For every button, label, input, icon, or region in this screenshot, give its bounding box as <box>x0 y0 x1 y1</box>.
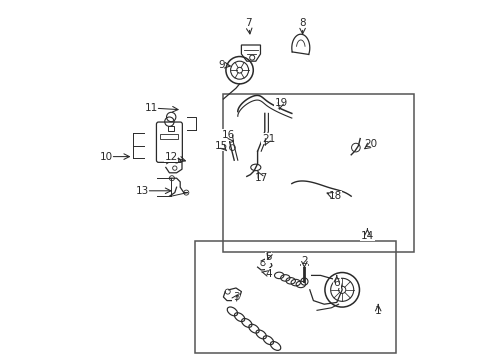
Text: 5: 5 <box>265 252 272 262</box>
Text: 13: 13 <box>136 186 149 196</box>
Text: 11: 11 <box>145 103 158 113</box>
Text: 14: 14 <box>361 231 374 241</box>
Text: 7: 7 <box>245 18 252 28</box>
Text: 4: 4 <box>265 269 272 279</box>
Bar <box>195 241 396 353</box>
Text: 18: 18 <box>328 191 342 201</box>
Text: 19: 19 <box>274 98 288 108</box>
Text: 15: 15 <box>215 141 228 151</box>
Bar <box>160 134 178 139</box>
Text: 6: 6 <box>334 278 340 288</box>
Text: 12: 12 <box>165 152 178 162</box>
Text: 9: 9 <box>218 60 225 70</box>
Bar <box>223 94 414 252</box>
Text: 8: 8 <box>299 18 306 28</box>
Text: 20: 20 <box>365 139 378 149</box>
Text: 1: 1 <box>375 306 382 316</box>
Text: 3: 3 <box>233 292 239 302</box>
Text: 2: 2 <box>301 256 308 266</box>
Text: 17: 17 <box>255 173 268 183</box>
Text: 10: 10 <box>100 152 113 162</box>
Bar <box>169 126 174 131</box>
Text: 16: 16 <box>222 130 235 140</box>
Text: 21: 21 <box>262 134 275 144</box>
